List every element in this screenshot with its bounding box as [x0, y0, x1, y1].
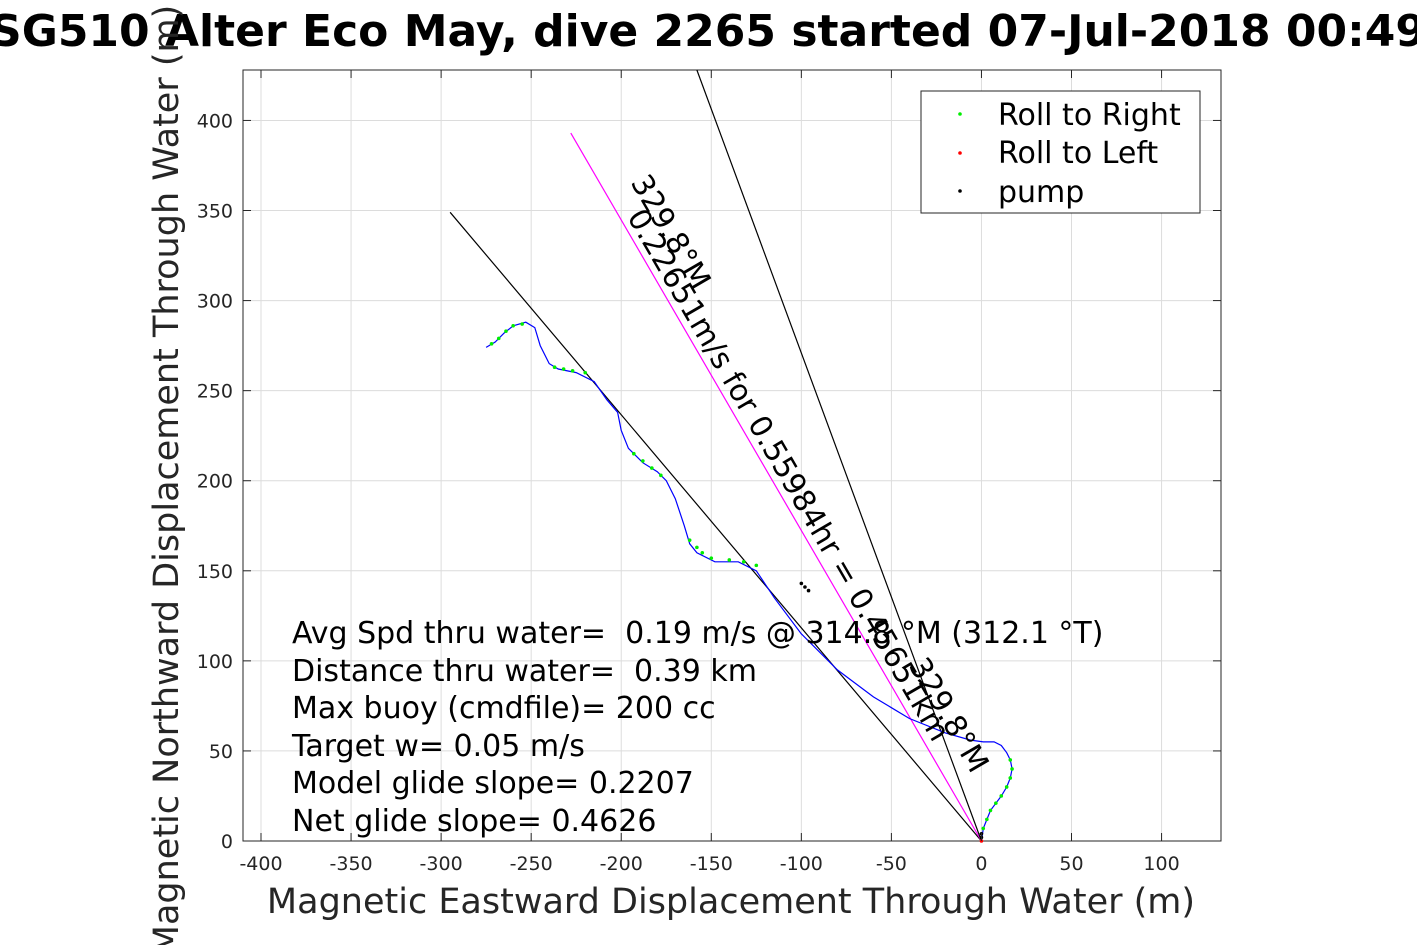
roll-right-point [583, 370, 588, 375]
y-tick-label: 0 [221, 831, 233, 853]
reference-lines [449, 69, 983, 842]
reference-line [696, 69, 983, 842]
x-tick-label: -200 [600, 853, 643, 875]
x-tick-label: 50 [1059, 853, 1083, 875]
roll-right-point [754, 563, 759, 568]
x-tick-label: 0 [975, 853, 987, 875]
legend-marker-roll-left [958, 151, 962, 155]
roll-right-point [496, 336, 501, 341]
pump-point [806, 588, 811, 593]
roll-right-point [687, 538, 692, 542]
legend: Roll to Right Roll to Left pump [920, 90, 1201, 214]
y-tick-label: 50 [209, 741, 233, 763]
x-tick-label: -300 [420, 853, 463, 875]
x-tick-label: 100 [1143, 853, 1179, 875]
roll-right-point [641, 459, 645, 463]
x-tick-label: -50 [876, 853, 907, 875]
pump-point [803, 585, 807, 589]
legend-marker-roll-right [958, 112, 962, 116]
pump-point [799, 581, 804, 586]
roll-right-point [985, 817, 989, 822]
roll-right-point [650, 466, 654, 470]
roll-right-point [561, 367, 566, 371]
x-tick-label: -100 [780, 853, 823, 875]
roll-right-point [1004, 785, 1009, 789]
roll-right-point [988, 808, 993, 813]
reference-line [449, 211, 982, 842]
annot-avg-speed: Avg Spd thru water= 0.19 m/s @ 314.8 °M … [292, 616, 1103, 651]
legend-box [920, 90, 1201, 214]
roll-right-point [1010, 767, 1014, 771]
roll-right-point [727, 558, 732, 562]
roll-right-point [695, 545, 699, 550]
annotation-block: Avg Spd thru water= 0.19 m/s @ 314.8 °M … [291, 616, 1103, 839]
x-tick-label: -350 [330, 853, 373, 875]
marker-layer [489, 322, 1014, 843]
plot-area [242, 69, 1222, 842]
annot-distance: Distance thru water= 0.39 km [292, 654, 757, 689]
roll-right-point [511, 323, 515, 328]
roll-right-point [700, 550, 705, 555]
x-tick-label: -150 [690, 853, 733, 875]
roll-right-point [994, 801, 998, 805]
x-tick-label: -250 [510, 853, 553, 875]
y-tick-label: 400 [197, 110, 233, 132]
roll-right-point [1008, 758, 1013, 762]
y-tick-label: 350 [197, 201, 233, 223]
roll-right-point [999, 794, 1004, 798]
y-tick-label: 250 [197, 381, 233, 403]
x-axis-label: Magnetic Eastward Displacement Through W… [267, 882, 1195, 922]
y-tick-label: 300 [197, 291, 233, 313]
roll-right-point [552, 365, 557, 370]
annot-target-w: Target w= 0.05 m/s [291, 729, 585, 764]
roll-right-point [741, 559, 746, 564]
roll-right-point [632, 451, 636, 456]
roll-right-point [659, 473, 663, 478]
roll-right-point [489, 342, 494, 346]
annot-max-buoy: Max buoy (cmdfile)= 200 cc [292, 691, 716, 726]
chart-title: SG510 Alter Eco May, dive 2265 started 0… [0, 6, 1417, 57]
y-tick-label: 150 [197, 561, 233, 583]
roll-right-point [504, 329, 508, 334]
legend-label-roll-left: Roll to Left [998, 136, 1158, 171]
x-tick-label: -400 [239, 853, 282, 875]
roll-right-point [520, 322, 524, 326]
legend-label-pump: pump [998, 175, 1084, 210]
roll-right-point [709, 556, 714, 560]
y-tick-label: 100 [197, 651, 233, 673]
legend-marker-pump [958, 189, 962, 193]
legend-label-roll-right: Roll to Right [998, 98, 1181, 133]
reference-line [570, 132, 982, 842]
y-tick-label: 200 [197, 471, 233, 493]
annot-model-glide: Model glide slope= 0.2207 [292, 766, 694, 801]
roll-right-point [981, 826, 986, 831]
annot-net-glide: Net glide slope= 0.4626 [292, 804, 656, 839]
roll-right-point [1008, 776, 1013, 780]
roll-right-point [570, 369, 575, 373]
tick-layer: -400 -350 -300 -250 -200 -150 -100 -50 0 50 100 0 50… [197, 70, 1221, 875]
y-axis-label: Magnetic Northward Displacement Through … [147, 5, 187, 945]
